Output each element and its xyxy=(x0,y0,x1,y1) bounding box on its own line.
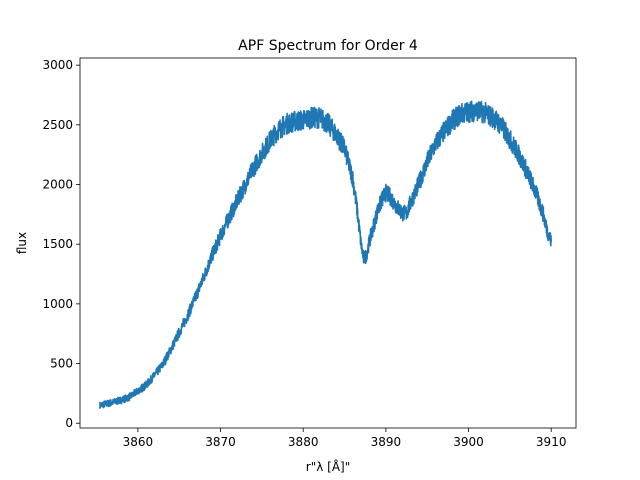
x-tick-label: 3890 xyxy=(371,435,402,449)
ticks-layer: 3860 3870 3880 3890 3900 3910 0 500 1000 1500 2000… xyxy=(42,58,566,449)
y-tick-label: 500 xyxy=(50,357,73,371)
y-tick-label: 1500 xyxy=(42,237,73,251)
y-tick-label: 2000 xyxy=(42,178,73,192)
chart-title: APF Spectrum for Order 4 xyxy=(238,38,418,54)
x-tick-label: 3870 xyxy=(205,435,236,449)
data-layer xyxy=(99,100,552,409)
spectrum-line xyxy=(99,100,552,409)
y-tick-label: 1000 xyxy=(42,297,73,311)
plot-frame xyxy=(79,57,577,429)
y-tick-label: 2500 xyxy=(42,118,73,132)
y-tick-label: 3000 xyxy=(42,58,73,72)
x-tick-label: 3910 xyxy=(536,435,567,449)
x-tick-label: 3900 xyxy=(453,435,484,449)
y-tick-label: 0 xyxy=(65,416,73,430)
x-tick-label: 3860 xyxy=(123,435,154,449)
y-axis-label: flux xyxy=(15,232,29,254)
x-axis-label: r"λ [Å]" xyxy=(306,459,350,474)
x-tick-label: 3880 xyxy=(288,435,319,449)
